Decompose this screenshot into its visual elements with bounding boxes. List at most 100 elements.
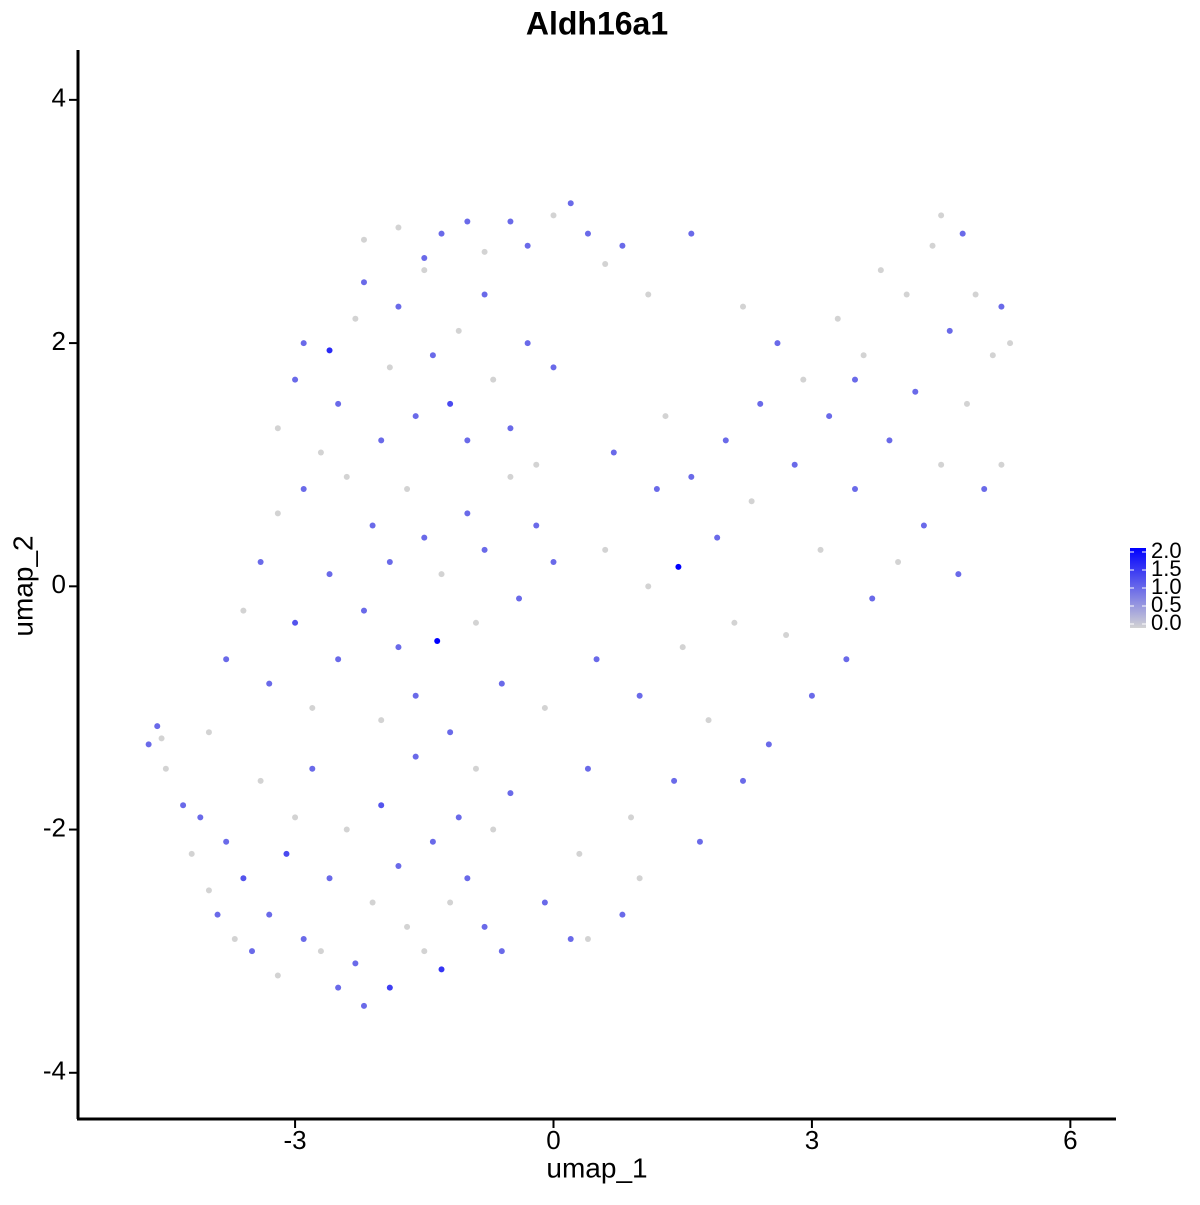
cell-point: [343, 826, 350, 833]
cell-point: [421, 948, 428, 955]
y-tick-label: 2: [52, 326, 66, 356]
cell-point: [783, 631, 790, 638]
cell-point: [386, 364, 393, 371]
cell-point: [360, 607, 367, 614]
cell-point: [434, 638, 441, 645]
cell-point: [464, 875, 471, 882]
cell-point: [490, 376, 497, 383]
cell-point: [705, 717, 712, 724]
cell-point: [481, 291, 488, 298]
cell-point: [369, 522, 376, 529]
cell-point: [158, 735, 165, 742]
cell-point: [197, 814, 204, 821]
cell-point: [912, 388, 919, 395]
cell-point: [317, 449, 324, 456]
cell-point: [765, 741, 772, 748]
cell-point: [283, 850, 290, 857]
cell-point: [584, 230, 591, 237]
cell-point: [455, 327, 462, 334]
cell-point: [274, 510, 281, 517]
cell-point: [963, 400, 970, 407]
cell-point: [959, 230, 966, 237]
cell-point: [981, 486, 988, 493]
cell-point: [214, 911, 221, 918]
cell-point: [162, 765, 169, 772]
cell-point: [843, 656, 850, 663]
cell-point: [386, 559, 393, 566]
cell-point: [602, 546, 609, 553]
cell-point: [300, 486, 307, 493]
cell-point: [877, 267, 884, 274]
cell-point: [533, 522, 540, 529]
cell-point: [998, 303, 1005, 310]
cell-point: [395, 644, 402, 651]
cell-point: [679, 644, 686, 651]
cell-point: [455, 814, 462, 821]
cell-point: [404, 923, 411, 930]
cell-point: [266, 911, 273, 918]
cell-point: [292, 619, 299, 626]
cell-point: [696, 838, 703, 845]
cell-point: [567, 200, 574, 207]
cell-point: [550, 364, 557, 371]
cell-point: [326, 875, 333, 882]
cell-point: [507, 218, 514, 225]
cell-point: [619, 242, 626, 249]
colorbar: [1130, 548, 1146, 628]
cell-point: [205, 729, 212, 736]
cell-point: [972, 291, 979, 298]
cell-point: [576, 850, 583, 857]
cell-point: [421, 534, 428, 541]
cell-point: [740, 303, 747, 310]
cell-point: [369, 899, 376, 906]
cell-point: [335, 984, 342, 991]
cell-point: [326, 571, 333, 578]
cell-point: [955, 571, 962, 578]
cell-point: [412, 413, 419, 420]
cell-point: [714, 534, 721, 541]
cell-point: [223, 838, 230, 845]
cell-point: [481, 923, 488, 930]
y-tick-label: -2: [43, 812, 66, 842]
cell-point: [895, 559, 902, 566]
y-tick-label: -4: [43, 1056, 66, 1086]
cell-point: [317, 948, 324, 955]
cell-point: [447, 400, 454, 407]
cell-point: [851, 376, 858, 383]
cell-point: [438, 966, 445, 973]
cell-point: [619, 911, 626, 918]
cell-point: [429, 352, 436, 359]
cell-point: [645, 583, 652, 590]
cell-point: [834, 315, 841, 322]
cell-point: [154, 723, 161, 730]
x-tick-label: -3: [284, 1125, 307, 1155]
cell-point: [421, 267, 428, 274]
cell-point: [800, 376, 807, 383]
cell-point: [662, 413, 669, 420]
cell-point: [395, 224, 402, 231]
cell-point: [869, 595, 876, 602]
cell-point: [378, 802, 385, 809]
cell-point: [266, 680, 273, 687]
cell-point: [688, 230, 695, 237]
cell-point: [740, 777, 747, 784]
cell-point: [636, 692, 643, 699]
cell-point: [335, 656, 342, 663]
y-tick-label: 0: [52, 569, 66, 599]
cell-point: [300, 936, 307, 943]
cell-point: [378, 437, 385, 444]
cell-point: [584, 765, 591, 772]
cell-point: [791, 461, 798, 468]
x-tick-label: 6: [1063, 1125, 1077, 1155]
cell-point: [675, 563, 682, 570]
cell-point: [472, 619, 479, 626]
y-tick-label: 4: [52, 83, 66, 113]
cell-point: [671, 777, 678, 784]
cell-point: [507, 473, 514, 480]
colorbar-label: 0.0: [1151, 610, 1182, 635]
cell-point: [722, 437, 729, 444]
cell-point: [584, 936, 591, 943]
cell-point: [541, 899, 548, 906]
cell-point: [447, 899, 454, 906]
